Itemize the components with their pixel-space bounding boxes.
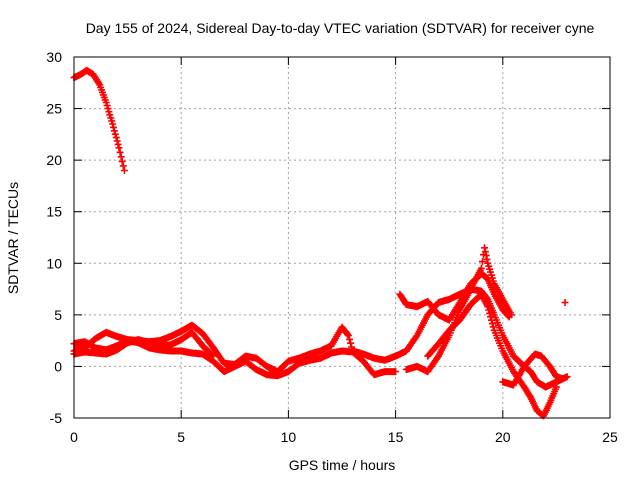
y-axis-label: SDTVAR / TECUs bbox=[5, 182, 21, 294]
y-tick-label: 25 bbox=[46, 101, 62, 117]
x-tick-label: 0 bbox=[70, 429, 78, 445]
series-outlier bbox=[561, 299, 569, 306]
series-track-f bbox=[402, 244, 515, 376]
x-tick-label: 25 bbox=[602, 429, 618, 445]
y-tick-label: 5 bbox=[54, 307, 62, 323]
x-tick-label: 20 bbox=[495, 429, 511, 445]
x-tick-label: 5 bbox=[177, 429, 185, 445]
marker-path-outlier bbox=[561, 299, 569, 306]
series-track-h bbox=[499, 350, 567, 389]
plot-frame bbox=[73, 56, 611, 419]
marker-path-track-f bbox=[402, 244, 515, 376]
x-tick-label: 10 bbox=[281, 429, 297, 445]
marker-path-track-early-high bbox=[70, 66, 128, 174]
marker-path-track-g bbox=[424, 290, 560, 420]
x-axis-label: GPS time / hours bbox=[289, 457, 396, 473]
marker-path-track-h bbox=[499, 350, 567, 389]
chart-title: Day 155 of 2024, Sidereal Day-to-day VTE… bbox=[86, 20, 595, 36]
series-track-g bbox=[424, 290, 560, 420]
y-tick-label: 10 bbox=[46, 255, 62, 271]
marker-path-track-e bbox=[402, 285, 571, 391]
y-tick-label: 30 bbox=[46, 49, 62, 65]
y-tick-label: 15 bbox=[46, 204, 62, 220]
x-tick-label: 15 bbox=[388, 429, 404, 445]
series-track-early-high bbox=[70, 66, 128, 174]
data-marks bbox=[70, 66, 571, 420]
y-tick-label: -5 bbox=[50, 410, 63, 426]
series-track-e bbox=[402, 285, 571, 391]
y-tick-label: 20 bbox=[46, 152, 62, 168]
y-tick-label: 0 bbox=[54, 358, 62, 374]
axis-ticks: 0 5 10 15 20 25 -5 0 5 10 15 20 25 30 bbox=[46, 49, 618, 445]
